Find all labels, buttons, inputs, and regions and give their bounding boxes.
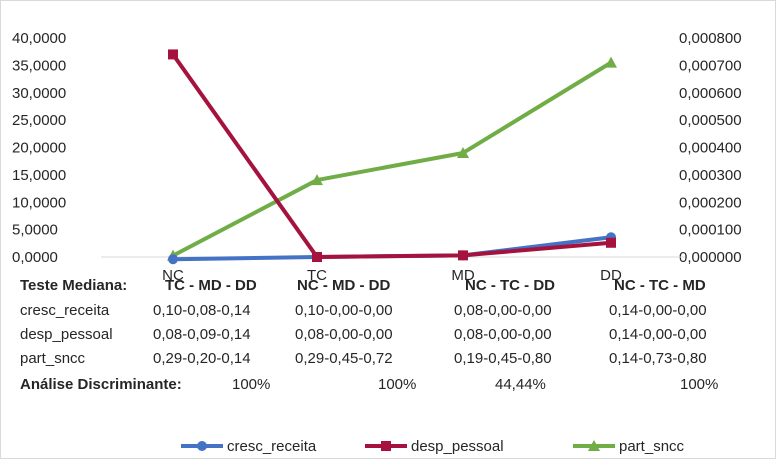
data-point-desp_pessoal <box>606 237 616 248</box>
table-cell: 0,14-0,00-0,00 <box>609 326 707 343</box>
table-row-label: part_sncc <box>20 350 86 367</box>
data-point-desp_pessoal <box>312 252 322 262</box>
x-axis-tick-label: TC <box>307 267 327 284</box>
legend-label: desp_pessoal <box>411 438 504 455</box>
table-header-col1: TC - MD - DD <box>165 277 257 294</box>
discriminant-value: 100% <box>680 376 719 393</box>
data-point-desp_pessoal <box>458 250 468 261</box>
table-cell: 0,08-0,00-0,00 <box>454 326 552 343</box>
discriminant-value: 100% <box>232 376 271 393</box>
left-axis-tick-label: 15,0000 <box>12 167 66 184</box>
table-cell: 0,19-0,45-0,80 <box>454 350 552 367</box>
right-axis-tick-label: 0,000200 <box>679 194 742 211</box>
table-cell: 0,14-0,73-0,80 <box>609 350 707 367</box>
table-row-label: desp_pessoal <box>20 326 113 343</box>
legend-label: cresc_receita <box>227 438 317 455</box>
left-axis-tick-label: 40,0000 <box>12 30 66 47</box>
data-point-part_sncc <box>457 146 469 158</box>
table-cell: 0,29-0,45-0,72 <box>295 350 393 367</box>
left-axis-tick-label: 5,0000 <box>12 222 58 239</box>
right-axis-tick-label: 0,000000 <box>679 249 742 266</box>
table-cell: 0,29-0,20-0,14 <box>153 350 251 367</box>
right-axis-tick-label: 0,000400 <box>679 140 742 157</box>
table-cell: 0,08-0,00-0,00 <box>454 302 552 319</box>
legend-marker-cresc_receita <box>197 441 207 451</box>
table-header-col2: NC - MD - DD <box>297 277 391 294</box>
table-header-col4: NC - TC - MD <box>614 277 706 294</box>
table-cell: 0,08-0,09-0,14 <box>153 326 251 343</box>
table-row-label: cresc_receita <box>20 302 110 319</box>
legend-marker-part_sncc <box>588 440 600 451</box>
left-axis-tick-label: 10,0000 <box>12 194 66 211</box>
right-axis-tick-label: 0,000100 <box>679 222 742 239</box>
table-cell: 0,14-0,00-0,00 <box>609 302 707 319</box>
right-axis-tick-label: 0,000300 <box>679 167 742 184</box>
table-header-col3: NC - TC - DD <box>465 277 555 294</box>
legend-label: part_sncc <box>619 438 685 455</box>
discriminant-label: Análise Discriminante: <box>20 376 182 393</box>
discriminant-value: 44,44% <box>495 376 546 393</box>
data-point-part_sncc <box>605 56 617 68</box>
data-point-desp_pessoal <box>168 49 178 60</box>
left-axis-tick-label: 35,0000 <box>12 57 66 74</box>
x-axis-tick-label: MD <box>451 267 474 284</box>
data-point-part_sncc <box>311 174 323 186</box>
table-cell: 0,10-0,08-0,14 <box>153 302 251 319</box>
series-line-part_sncc <box>171 60 613 258</box>
right-axis-tick-label: 0,000800 <box>679 30 742 47</box>
left-axis-tick-label: 30,0000 <box>12 85 66 102</box>
x-axis-tick-label: NC <box>162 267 184 284</box>
right-axis-tick-label: 0,000600 <box>679 85 742 102</box>
left-axis-tick-label: 0,0000 <box>12 249 58 266</box>
x-axis-tick-label: DD <box>600 267 622 284</box>
data-point-cresc_receita <box>168 254 178 265</box>
left-axis-tick-label: 25,0000 <box>12 112 66 129</box>
table-cell: 0,08-0,00-0,00 <box>295 326 393 343</box>
discriminant-value: 100% <box>378 376 417 393</box>
right-axis-tick-label: 0,000500 <box>679 112 742 129</box>
table-cell: 0,10-0,00-0,00 <box>295 302 393 319</box>
series-line-desp_pessoal <box>171 52 613 259</box>
legend-marker-desp_pessoal <box>381 441 391 451</box>
table-header-title: Teste Mediana: <box>20 277 128 294</box>
right-axis-tick-label: 0,000700 <box>679 57 742 74</box>
left-axis-tick-label: 20,0000 <box>12 140 66 157</box>
